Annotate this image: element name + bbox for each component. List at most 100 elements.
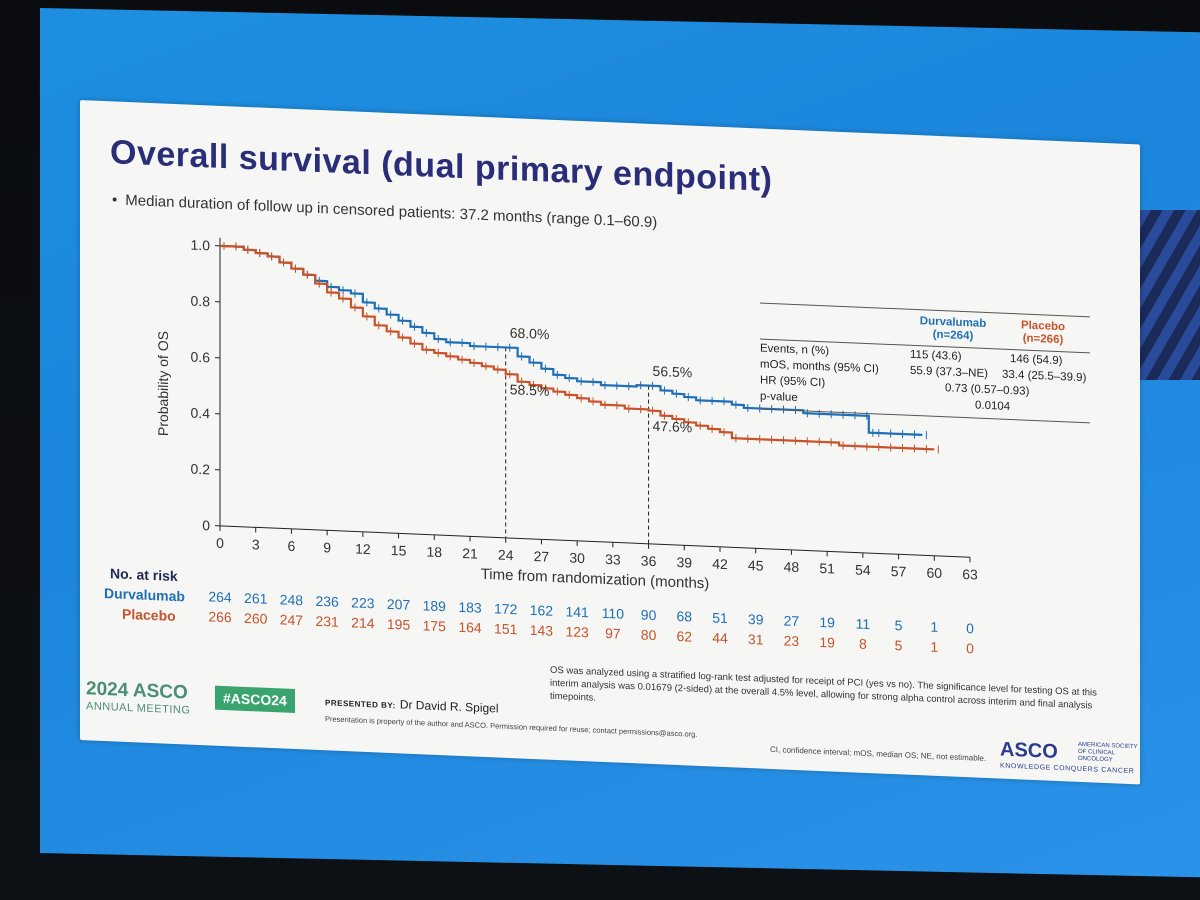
at-risk-durvalumab: 27	[784, 612, 800, 629]
data-label: 68.0%	[510, 325, 550, 343]
at-risk-placebo: 175	[423, 617, 447, 634]
x-axis	[220, 525, 970, 558]
slide: Overall survival (dual primary endpoint)…	[80, 100, 1140, 785]
table-header-durvalumab: Durvalumab (n=264)	[919, 315, 987, 343]
km-chart: 00.20.40.60.81.00 3 6 9 12 15 18 21 24 27 30 33 36 39…	[155, 237, 978, 657]
presenter-name: Dr David R. Spigel	[399, 697, 499, 716]
side-display	[1128, 210, 1200, 380]
x-tick-label: 36	[641, 553, 657, 570]
table-cell: 0.0104	[975, 399, 1011, 413]
property-note: Presentation is property of the author a…	[325, 714, 698, 739]
at-risk-durvalumab: 19	[819, 614, 835, 631]
at-risk-durvalumab: 189	[423, 597, 447, 614]
at-risk-durvalumab: 0	[966, 620, 974, 636]
data-label: 58.5%	[510, 381, 550, 399]
at-risk-durvalumab: 261	[244, 590, 268, 607]
x-tick-label: 0	[216, 535, 224, 551]
at-risk-durvalumab: 11	[856, 616, 871, 633]
abbreviations-note: CI, confidence interval; mOS, median OS;…	[770, 744, 987, 763]
at-risk-placebo: 44	[712, 630, 728, 647]
y-axis-label: Probability of OS	[155, 331, 171, 437]
table-row-pvalue: p-value 0.0104	[760, 390, 1010, 413]
at-risk-durvalumab: 207	[387, 596, 411, 613]
y-tick-label: 0.4	[191, 405, 211, 422]
y-tick-label: 0.8	[191, 293, 211, 310]
at-risk-placebo: 151	[494, 620, 518, 637]
at-risk-durvalumab: 183	[458, 599, 482, 616]
hashtag-badge: #ASCO24	[215, 685, 295, 714]
at-risk-durvalumab: 248	[280, 591, 304, 608]
table-label: p-value	[760, 390, 798, 405]
x-tick-label: 45	[748, 557, 764, 574]
at-risk-placebo: 260	[244, 610, 268, 627]
x-tick-label: 63	[962, 566, 978, 583]
x-tick-label: 9	[323, 539, 331, 555]
x-tick-label: 30	[569, 550, 585, 567]
at-risk-durvalumab: 1	[930, 619, 938, 635]
y-tick-label: 1.0	[191, 237, 211, 254]
at-risk-placebo: 247	[280, 611, 304, 628]
x-tick-label: 48	[784, 558, 800, 575]
x-tick-label: 12	[355, 541, 371, 558]
data-label: 56.5%	[653, 363, 693, 381]
at-risk-durvalumab: 264	[208, 588, 232, 605]
x-axis-label: Time from randomization (months)	[481, 566, 710, 593]
y-tick-label: 0.2	[191, 461, 211, 478]
x-tick-label: 24	[498, 547, 514, 564]
at-risk-durvalumab: 39	[748, 611, 764, 628]
at-risk-durvalumab: 68	[677, 608, 693, 625]
at-risk-title: No. at risk	[110, 565, 178, 585]
x-tick-label: 42	[712, 556, 728, 573]
at-risk-durvalumab: 90	[641, 607, 657, 624]
x-tick-label: 21	[462, 545, 478, 562]
table-cell: 115 (43.6)	[910, 348, 962, 363]
at-risk-placebo: 164	[458, 619, 482, 636]
table-header-placebo: Placebo (n=266)	[1020, 319, 1066, 347]
asco-logo: ASCO	[1000, 738, 1058, 763]
at-risk-placebo: 143	[530, 622, 554, 639]
at-risk-placebo: 62	[677, 628, 693, 645]
asco-tagline: KNOWLEDGE CONQUERS CANCER	[1000, 762, 1135, 776]
presenter: PRESENTED BY: Dr David R. Spigel	[325, 694, 499, 715]
at-risk-durvalumab: 162	[530, 602, 554, 619]
table-cell: 146 (54.9)	[1010, 352, 1063, 368]
x-tick-label: 27	[534, 548, 550, 565]
at-risk-durvalumab: 141	[565, 603, 589, 620]
at-risk-placebo: 8	[859, 636, 867, 652]
x-tick-label: 15	[391, 542, 407, 559]
at-risk-placebo: 231	[315, 613, 339, 630]
y-tick-label: 0	[202, 517, 210, 533]
x-tick-label: 60	[927, 564, 943, 581]
x-tick-label: 57	[891, 563, 907, 580]
at-risk-placebo: 0	[966, 640, 974, 656]
at-risk-placebo: 23	[784, 632, 800, 649]
at-risk-label-durvalumab: Durvalumab	[104, 585, 185, 605]
at-risk-placebo: 1	[930, 639, 938, 655]
at-risk-placebo: 5	[895, 637, 903, 653]
at-risk-durvalumab: 5	[895, 617, 903, 633]
x-tick-label: 39	[677, 554, 693, 571]
asco-logo-sub: AMERICAN SOCIETY OF CLINICAL ONCOLOGY	[1078, 741, 1138, 764]
x-tick-label: 51	[819, 560, 835, 577]
series-line-placebo	[220, 244, 935, 451]
x-tick-label: 3	[252, 536, 260, 552]
at-risk-placebo: 80	[641, 627, 657, 644]
at-risk-durvalumab: 223	[351, 594, 375, 611]
at-risk-durvalumab: 51	[712, 610, 728, 627]
at-risk-durvalumab: 110	[602, 605, 625, 622]
x-tick-label: 6	[288, 538, 296, 554]
at-risk-placebo: 195	[387, 616, 411, 633]
at-risk-placebo: 123	[565, 623, 589, 640]
data-label: 47.6%	[653, 418, 693, 436]
at-risk-label-placebo: Placebo	[122, 605, 176, 625]
at-risk-durvalumab: 172	[494, 600, 518, 617]
x-tick-label: 54	[855, 561, 871, 578]
at-risk-placebo: 266	[208, 608, 232, 625]
x-tick-label: 33	[605, 551, 621, 568]
at-risk-durvalumab: 236	[315, 593, 339, 610]
at-risk-placebo: 97	[605, 625, 621, 642]
presented-by-label: PRESENTED BY:	[325, 698, 396, 711]
at-risk-placebo: 31	[748, 631, 764, 648]
at-risk-placebo: 214	[351, 614, 375, 631]
